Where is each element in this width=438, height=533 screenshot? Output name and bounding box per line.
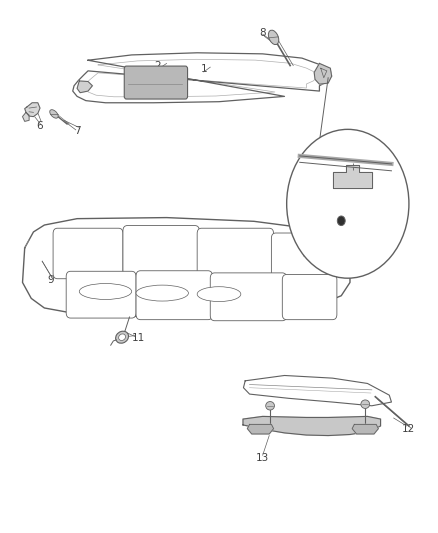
Text: 6: 6 <box>37 120 43 131</box>
Text: 9: 9 <box>48 275 54 285</box>
FancyBboxPatch shape <box>197 228 274 277</box>
Ellipse shape <box>136 285 188 301</box>
Text: 8: 8 <box>259 28 266 38</box>
FancyBboxPatch shape <box>210 273 287 321</box>
Ellipse shape <box>50 110 58 118</box>
Polygon shape <box>332 165 372 188</box>
Polygon shape <box>77 81 92 93</box>
Ellipse shape <box>116 331 128 343</box>
Polygon shape <box>25 103 40 117</box>
Text: 15: 15 <box>378 243 392 253</box>
FancyBboxPatch shape <box>53 228 123 279</box>
FancyBboxPatch shape <box>272 233 330 280</box>
Polygon shape <box>243 416 381 435</box>
Ellipse shape <box>361 400 370 408</box>
FancyBboxPatch shape <box>136 271 212 320</box>
Polygon shape <box>22 112 29 122</box>
Text: 14: 14 <box>308 220 321 230</box>
Ellipse shape <box>337 216 345 225</box>
Ellipse shape <box>79 284 132 300</box>
FancyBboxPatch shape <box>123 225 199 276</box>
FancyBboxPatch shape <box>283 274 337 320</box>
FancyBboxPatch shape <box>66 271 136 318</box>
Circle shape <box>287 130 409 278</box>
Ellipse shape <box>266 401 275 410</box>
Text: 7: 7 <box>74 126 81 136</box>
Ellipse shape <box>197 287 241 302</box>
Polygon shape <box>247 424 274 434</box>
Polygon shape <box>73 53 332 103</box>
Polygon shape <box>352 424 378 434</box>
Polygon shape <box>244 375 392 406</box>
Text: 13: 13 <box>256 453 269 463</box>
Polygon shape <box>22 217 350 317</box>
Text: 11: 11 <box>131 333 145 343</box>
Text: 2: 2 <box>155 61 161 71</box>
Text: 12: 12 <box>402 424 416 434</box>
FancyBboxPatch shape <box>124 66 187 99</box>
Text: 1: 1 <box>201 64 207 74</box>
Ellipse shape <box>119 334 126 341</box>
Ellipse shape <box>268 30 279 45</box>
Polygon shape <box>314 63 332 84</box>
